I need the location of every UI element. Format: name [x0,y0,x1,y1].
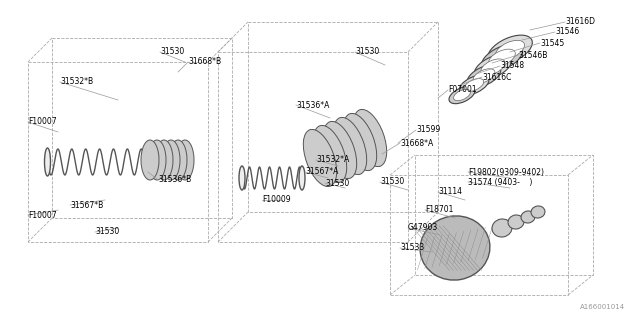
Ellipse shape [333,117,367,175]
Ellipse shape [170,148,175,176]
Text: 31567*B: 31567*B [70,201,103,210]
Text: 31546B: 31546B [518,51,547,60]
Ellipse shape [353,109,387,167]
Text: 31567*A: 31567*A [305,167,339,177]
Text: 31546: 31546 [555,28,579,36]
Text: 31668*B: 31668*B [188,58,221,67]
Ellipse shape [303,129,337,187]
Text: 31530: 31530 [380,178,404,187]
Text: 31616D: 31616D [565,18,595,27]
Ellipse shape [449,86,475,104]
Ellipse shape [521,211,535,223]
Ellipse shape [474,55,511,79]
Text: 31616C: 31616C [482,73,511,82]
Ellipse shape [481,44,522,72]
Text: F19802(9309-9402): F19802(9309-9402) [468,167,544,177]
Text: 31536*B: 31536*B [158,175,191,185]
Ellipse shape [155,140,173,180]
Ellipse shape [176,140,194,180]
Ellipse shape [45,148,51,176]
Ellipse shape [148,140,166,180]
Ellipse shape [495,40,525,60]
Text: 31533: 31533 [400,244,424,252]
Text: 31530: 31530 [95,228,119,236]
Ellipse shape [420,216,490,280]
Ellipse shape [492,219,512,237]
Ellipse shape [343,113,377,171]
Ellipse shape [239,166,245,190]
Text: 31548: 31548 [500,61,524,70]
Ellipse shape [454,89,470,100]
Ellipse shape [489,49,515,67]
Text: F10007: F10007 [28,211,56,220]
Text: 31668*A: 31668*A [400,139,433,148]
Ellipse shape [465,78,484,92]
Ellipse shape [473,69,495,83]
Ellipse shape [141,140,159,180]
Text: 31530: 31530 [325,179,349,188]
Ellipse shape [467,65,500,87]
Text: 31574 (9403-    ): 31574 (9403- ) [468,178,532,187]
Ellipse shape [508,215,524,229]
Text: 31532*B: 31532*B [60,77,93,86]
Text: 31530: 31530 [355,47,380,57]
Text: 31599: 31599 [416,125,440,134]
Ellipse shape [488,35,532,65]
Text: F18701: F18701 [425,205,453,214]
Text: 31532*A: 31532*A [316,156,349,164]
Text: 31536*A: 31536*A [296,100,330,109]
Ellipse shape [481,59,505,75]
Ellipse shape [162,140,180,180]
Text: G47903: G47903 [408,223,438,233]
Ellipse shape [323,121,356,179]
Text: A166001014: A166001014 [580,304,625,310]
Ellipse shape [299,166,305,190]
Text: 31114: 31114 [438,188,462,196]
Ellipse shape [169,140,187,180]
Text: F07001: F07001 [448,85,477,94]
Text: F10009: F10009 [262,196,291,204]
Ellipse shape [314,125,347,183]
Text: 31545: 31545 [540,38,564,47]
Ellipse shape [531,206,545,218]
Text: F10007: F10007 [28,117,56,126]
Text: 31530: 31530 [160,47,184,57]
Ellipse shape [459,75,489,95]
